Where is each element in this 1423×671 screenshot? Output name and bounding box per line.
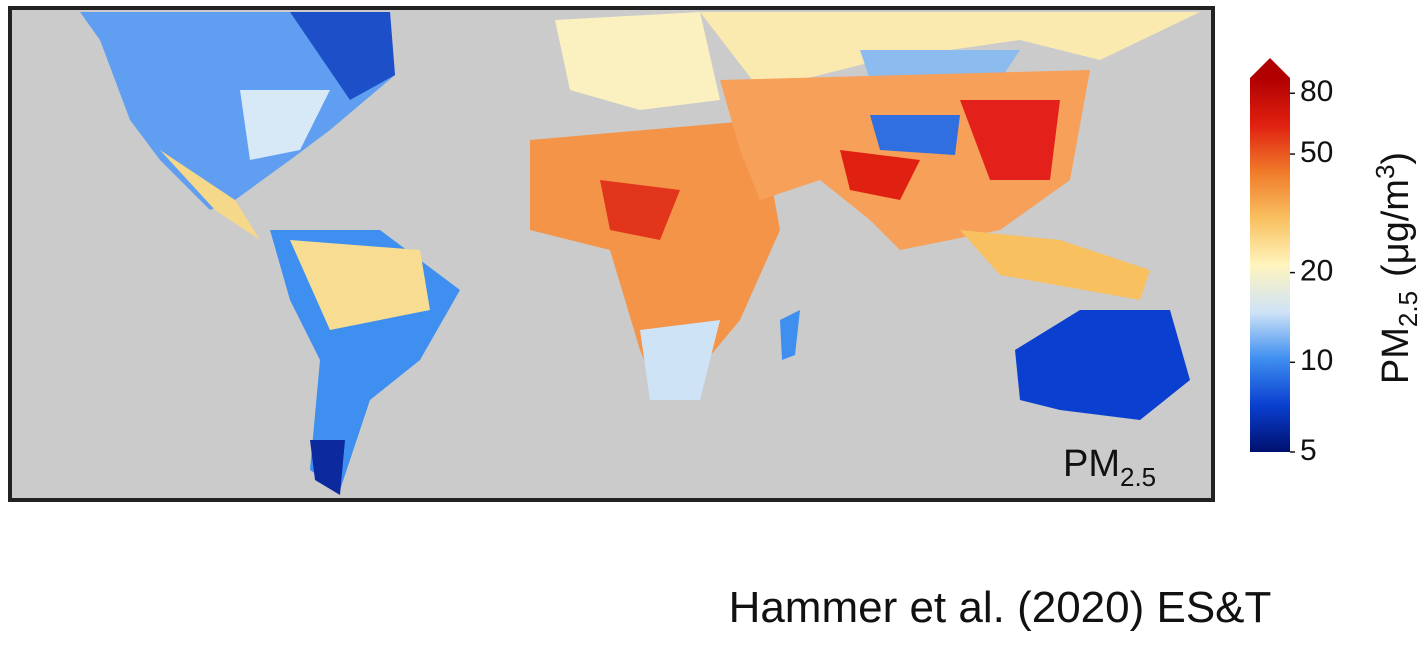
colorbar-tick-label: 50: [1300, 136, 1333, 169]
colorbar-tick-label: 10: [1300, 344, 1333, 377]
colorbar-tick-label: 5: [1300, 434, 1317, 467]
map-label-subscript: 2.5: [1120, 462, 1156, 492]
europe: [555, 12, 720, 110]
colorbar-tick-label: 20: [1300, 255, 1333, 288]
colorbar-label-close: ): [1375, 152, 1417, 165]
southern-africa: [640, 320, 720, 400]
indo-gangetic: [840, 150, 920, 200]
colorbar-extension: [1250, 58, 1290, 78]
colorbar-label-unit: (μg/m: [1375, 179, 1417, 277]
citation: Hammer et al. (2020) ES&T: [729, 583, 1272, 632]
colorbar-bar: [1250, 78, 1290, 452]
map-label-main: PM: [1063, 443, 1120, 485]
sahel: [600, 180, 680, 240]
siberia: [860, 50, 1020, 80]
russia: [700, 12, 1200, 90]
amazon: [290, 240, 430, 330]
north-america-east: [290, 12, 395, 100]
colorbar-label-superscript: 3: [1370, 165, 1400, 179]
map-label: PM2.5: [1063, 443, 1156, 492]
map: PM2.5: [8, 6, 1215, 502]
tibet: [870, 115, 960, 155]
colorbar-label-subscript: 2.5: [1393, 291, 1423, 327]
madagascar: [780, 310, 800, 360]
china-east: [960, 100, 1060, 180]
southeast-asia: [960, 230, 1150, 300]
colorbar: 5 10 20 50 80: [1250, 58, 1333, 467]
colorbar-label: PM2.5 (μg/m3): [1370, 152, 1423, 384]
colorbar-label-main: PM: [1375, 327, 1417, 384]
central-america: [160, 150, 260, 240]
colorbar-tick-label: 80: [1300, 75, 1333, 108]
north-america-mid: [240, 90, 330, 160]
patagonia: [310, 440, 345, 495]
australia: [1015, 310, 1190, 420]
north-america: [80, 12, 395, 210]
